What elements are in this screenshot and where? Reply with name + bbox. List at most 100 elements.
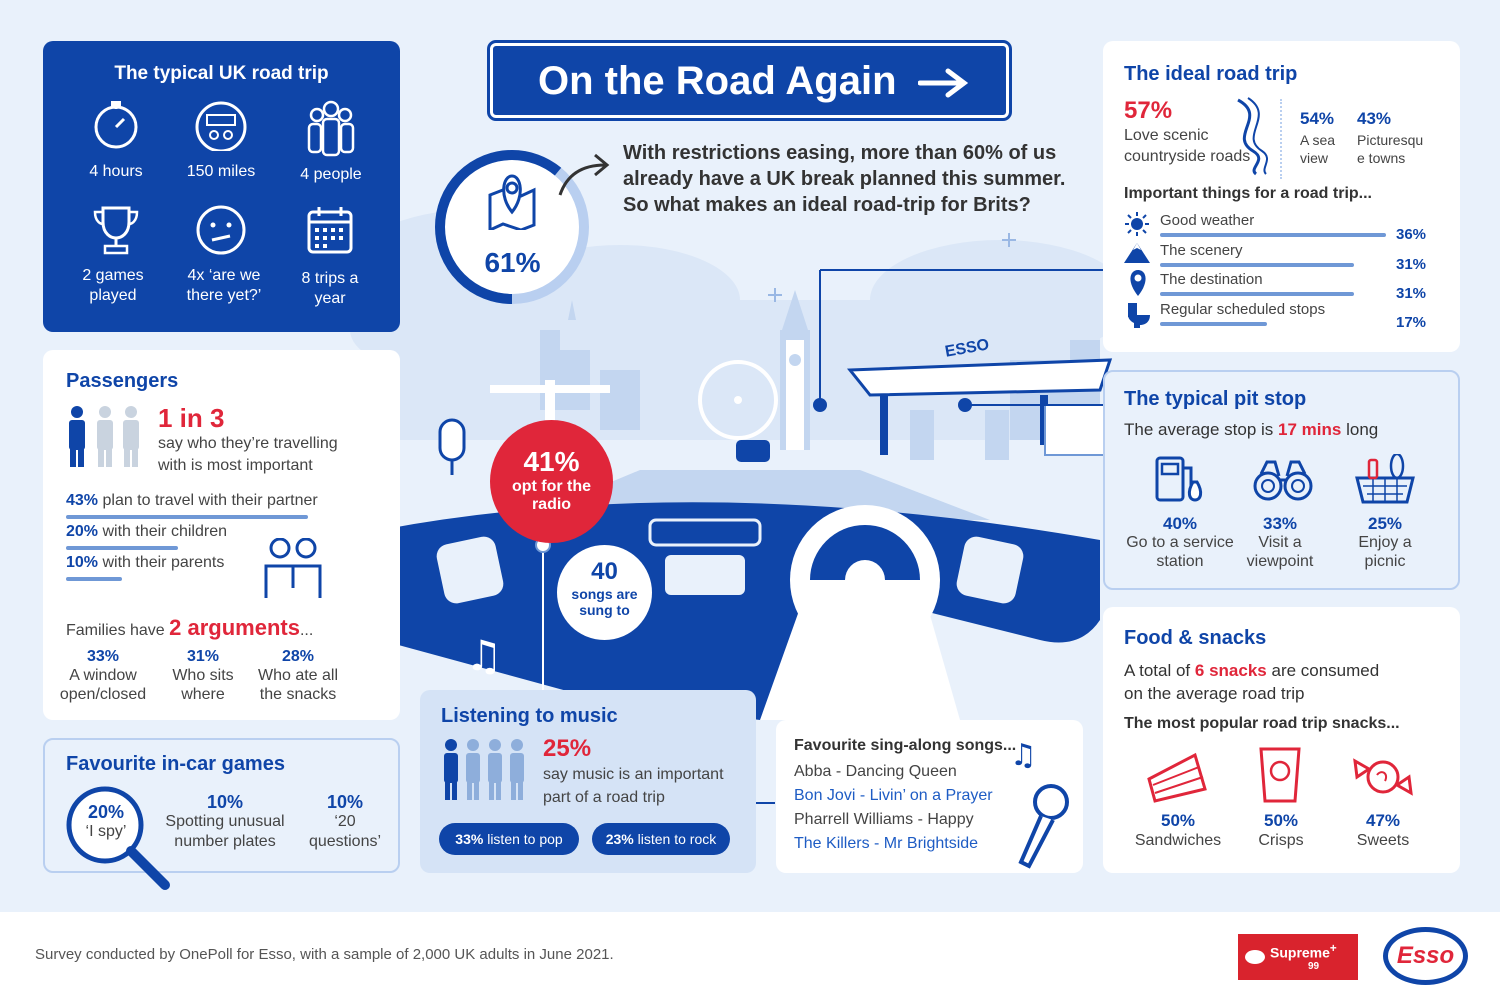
pitstop-label: Go to a service: [1126, 534, 1234, 551]
songs-sung-badge: 40 songs are sung to: [557, 545, 652, 640]
game-item: 20% ‘I spy’: [65, 802, 147, 842]
travel-text: with their children: [102, 523, 227, 540]
typical-item-label: 4 people: [300, 166, 362, 183]
pitstop-item: 25% Enjoy a picnic: [1335, 514, 1435, 571]
important-bar: [1160, 233, 1386, 237]
intro-line-2: already have a UK break planned this sum…: [623, 168, 1066, 190]
typical-trip-card: The typical UK road trip 4 hours 150 mil…: [43, 41, 400, 332]
mountain-icon: [1124, 243, 1150, 263]
travel-bar: [66, 577, 122, 581]
argument-label: open/closed: [59, 686, 147, 703]
snack-label: Crisps: [1258, 832, 1304, 849]
argument-label: Who ate all: [257, 667, 339, 684]
odometer-icon: [195, 101, 247, 151]
travel-bar: [66, 515, 308, 519]
footer: Survey conducted by OnePoll for Esso, wi…: [0, 912, 1500, 1000]
pop-text: listen to pop: [487, 831, 563, 847]
travel-pct: 20%: [66, 523, 99, 540]
game-label: ‘20: [334, 813, 356, 830]
argument-pct: 31%: [186, 648, 220, 665]
important-bar: [1160, 292, 1354, 296]
ideal-main-pct: 57%: [1124, 97, 1173, 124]
passengers-card: Passengers 1 in 3 say who they’re travel…: [43, 350, 400, 720]
food-total-value: 6 snacks: [1194, 661, 1267, 680]
planned-percent-ring: 61%: [430, 145, 595, 310]
travel-row: 10% with their parents: [66, 554, 224, 572]
songs-sung-count: 40: [591, 558, 618, 585]
argument-label: the snacks: [259, 686, 337, 703]
radio-label: radio: [531, 496, 572, 513]
arrow-right-icon: [918, 68, 969, 98]
argument-label: Who sits: [172, 667, 234, 684]
important-pct: 17%: [1396, 314, 1427, 331]
important-bar: [1160, 322, 1267, 326]
curved-arrow-icon: [558, 153, 610, 196]
snack-pct: 47%: [1365, 811, 1401, 830]
snack-item: 47% Sweets: [1328, 811, 1438, 851]
typical-item-label: 8 trips a year: [301, 270, 359, 307]
important-label: Good weather: [1160, 212, 1255, 229]
popular-title: The most popular road trip snacks...: [1124, 715, 1400, 732]
game-pct: 10%: [206, 792, 244, 812]
game-item: 10% Spotting unusual number plates: [155, 792, 295, 852]
typical-trip-title: The typical UK road trip: [114, 63, 329, 84]
argument-item: 31% Who sits where: [153, 647, 253, 704]
important-pct: 36%: [1396, 226, 1427, 243]
passengers-title: Passengers: [66, 370, 179, 392]
ideal-card: The ideal road trip 57% Love scenic coun…: [1103, 41, 1460, 352]
argument-label: where: [181, 686, 225, 703]
food-total-prefix: A total of: [1124, 661, 1191, 680]
supreme-logo: Supreme+ 99: [1238, 934, 1358, 980]
families-count: 2 arguments: [169, 615, 300, 640]
map-pin-icon: [488, 174, 536, 230]
survey-note: Survey conducted by OnePoll for Esso, wi…: [35, 946, 614, 963]
ideal-divider: [1280, 99, 1282, 179]
ideal-title: The ideal road trip: [1124, 63, 1298, 85]
passengers-stat-text-2: with is most important: [158, 457, 313, 474]
travel-text: plan to travel with their partner: [102, 492, 318, 509]
argument-item: 28% Who ate all the snacks: [248, 647, 348, 704]
people-icon: [307, 100, 355, 157]
singalong-card: Favourite sing-along songs... Abba - Dan…: [776, 720, 1083, 873]
intro-line-1: With restrictions easing, more than 60% …: [623, 142, 1057, 164]
title-sign: On the Road Again: [487, 40, 1012, 121]
pitstop-pct: 33%: [1262, 514, 1298, 533]
planned-percent: 61%: [484, 247, 541, 278]
typical-item-label: 150 miles: [186, 163, 256, 180]
food-total-suffix: are consumed: [1271, 661, 1380, 680]
ideal-stat-text: e towns: [1357, 150, 1406, 166]
supreme-word: Supreme: [1270, 944, 1330, 961]
intro-text: With restrictions easing, more than 60% …: [623, 140, 1065, 218]
important-label: Regular scheduled stops: [1160, 301, 1326, 318]
radio-label: opt for the: [511, 478, 592, 495]
page-title: On the Road Again: [538, 59, 897, 103]
supreme-badge-icon: [1245, 950, 1265, 964]
esso-logo-text: Esso: [1396, 942, 1455, 969]
sweet-icon: [1353, 758, 1413, 796]
pitstop-average: The average stop is 17 mins long: [1124, 420, 1378, 440]
microphone-icon: [1018, 784, 1069, 869]
families-prefix: Families have: [66, 622, 165, 639]
snack-item: 50% Sandwiches: [1123, 811, 1233, 851]
sun-icon: [1125, 212, 1149, 236]
passengers-stat-text-1: say who they’re travelling: [158, 435, 338, 452]
esso-logo: Esso: [1383, 927, 1468, 985]
games-title: Favourite in-car games: [66, 753, 285, 775]
game-pct: 20%: [87, 802, 125, 822]
snack-item: 50% Crisps: [1226, 811, 1336, 851]
trophy-icon: [93, 206, 139, 255]
game-label: Spotting unusual: [165, 813, 285, 830]
travel-row: 20% with their children: [66, 523, 227, 541]
food-card: Food & snacks A total of 6 snacks are co…: [1103, 607, 1460, 873]
games-card: Favourite in-car games 20% ‘I spy’ 10% S…: [43, 738, 400, 890]
food-total: A total of 6 snacks are consumed: [1124, 661, 1379, 681]
food-title: Food & snacks: [1124, 627, 1267, 649]
songs-sung-label: sung to: [579, 602, 630, 618]
song-item: Bon Jovi - Livin’ on a Prayer: [794, 787, 993, 804]
confused-face-icon: [196, 205, 246, 255]
pitstop-label: viewpoint: [1246, 553, 1314, 570]
snack-label: Sandwiches: [1134, 832, 1222, 849]
calendar-icon: [307, 207, 353, 254]
location-pin-icon: [1130, 270, 1146, 296]
music-text: part of a road trip: [543, 789, 665, 806]
